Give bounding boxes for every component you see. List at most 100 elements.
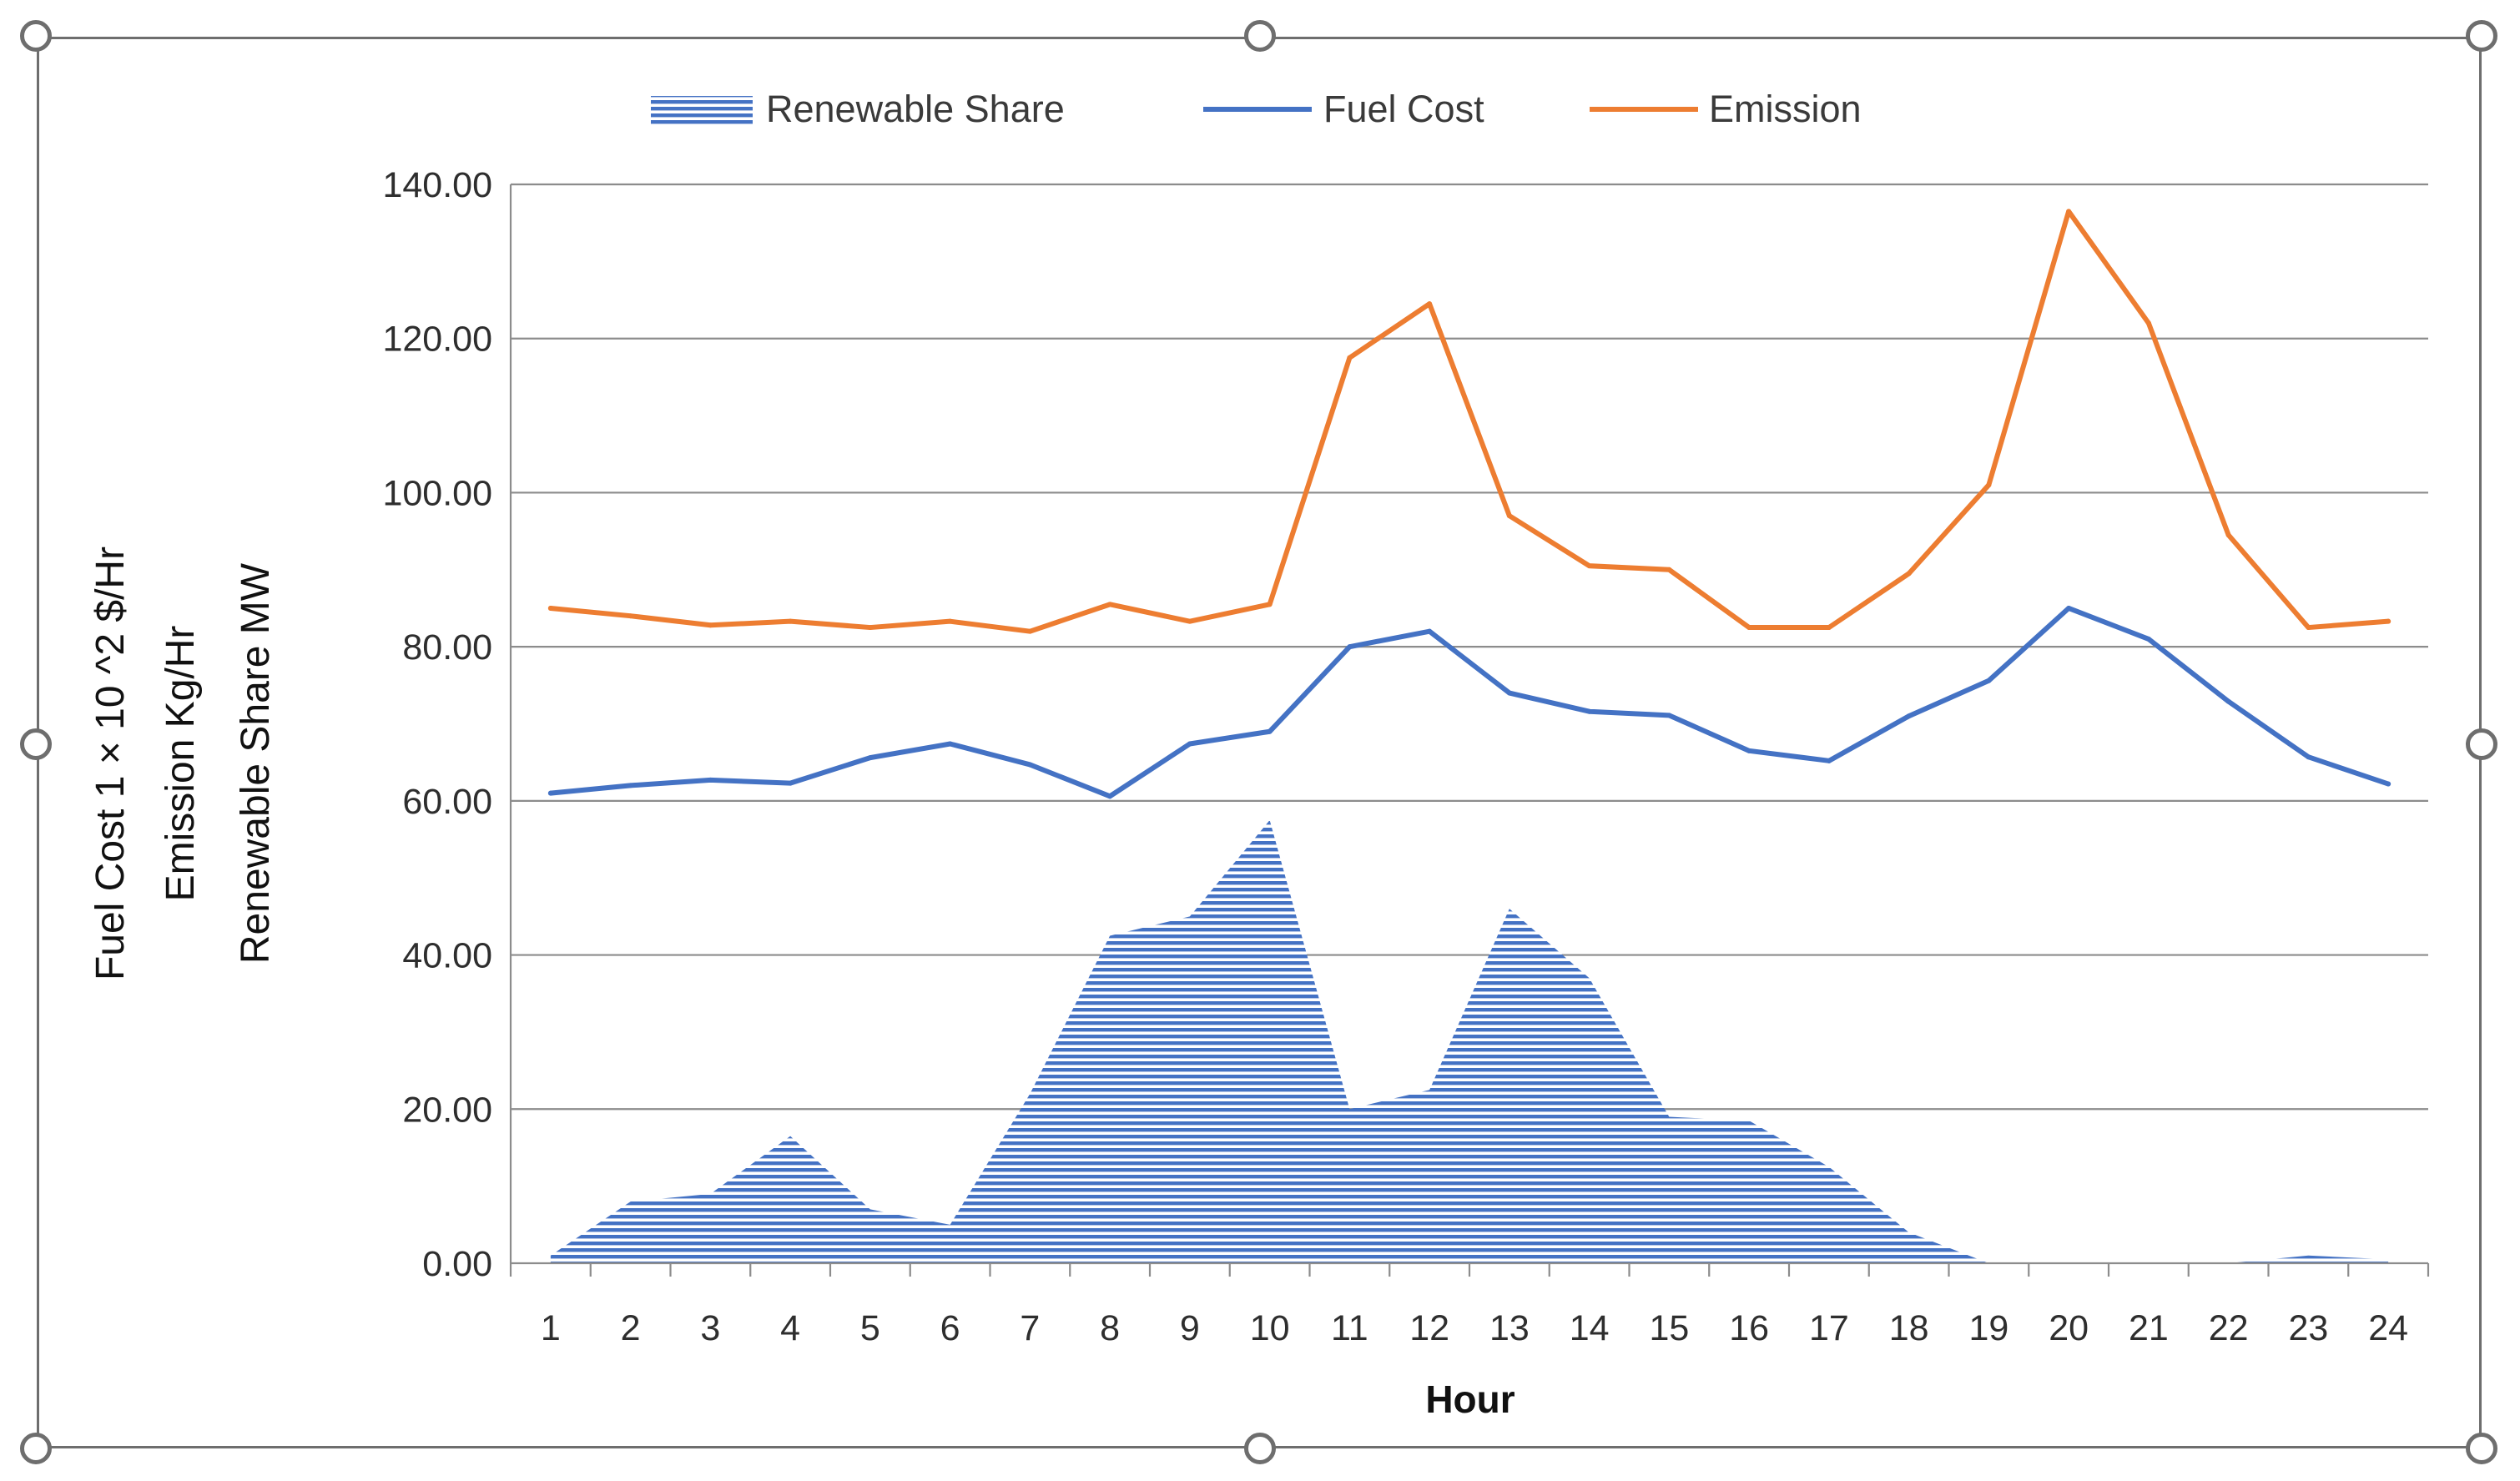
y-tick-label: 120.00: [382, 320, 492, 360]
y-axis-title-line-1: Fuel Cost 1 × 10 ^2 $/Hr: [88, 547, 133, 980]
x-tick-label-15: 15: [1649, 1308, 1689, 1348]
point-fuel-cost-20: [2066, 605, 2072, 611]
resize-handle-middle-left[interactable]: [20, 728, 52, 760]
point-emission-3: [708, 622, 713, 628]
resize-handle-bottom-right[interactable]: [2466, 1433, 2497, 1464]
point-emission-8: [1107, 602, 1113, 607]
point-emission-2: [627, 613, 633, 619]
x-tick-label-6: 6: [940, 1308, 960, 1348]
y-axis-title-line-3: Renewable Share MW: [234, 562, 278, 964]
y-tick-label: 80.00: [402, 627, 492, 667]
resize-handle-top-center[interactable]: [1244, 20, 1276, 52]
x-tick-label-9: 9: [1180, 1308, 1200, 1348]
gridlines: [511, 183, 2428, 1111]
x-tick-label-22: 22: [2209, 1308, 2249, 1348]
x-tick-label-14: 14: [1570, 1308, 1610, 1348]
x-tick-label-2: 2: [621, 1308, 641, 1348]
x-axis-title: Hour: [1425, 1378, 1515, 1421]
point-emission-17: [1826, 625, 1832, 631]
line-series-fuel-cost: [547, 605, 2391, 799]
point-fuel-cost-1: [547, 790, 553, 796]
point-fuel-cost-12: [1427, 628, 1433, 634]
point-emission-11: [1347, 355, 1353, 360]
legend-label-renewable-share: Renewable Share: [766, 88, 1065, 130]
point-fuel-cost-5: [867, 755, 873, 761]
point-emission-7: [1027, 628, 1033, 634]
resize-handle-bottom-left[interactable]: [20, 1433, 52, 1464]
resize-handle-middle-right[interactable]: [2466, 728, 2497, 760]
point-fuel-cost-17: [1826, 758, 1832, 763]
y-axis-title: Fuel Cost 1 × 10 ^2 $/Hr Emission Kg/Hr …: [88, 547, 278, 980]
y-axis-title-line-2: Emission Kg/Hr: [159, 626, 203, 902]
point-emission-23: [2306, 625, 2311, 631]
point-emission-14: [1586, 563, 1592, 569]
point-fuel-cost-22: [2225, 698, 2231, 704]
point-emission-19: [1986, 482, 1992, 488]
point-fuel-cost-24: [2386, 781, 2391, 787]
x-tick-label-23: 23: [2288, 1308, 2328, 1348]
x-tick-label-13: 13: [1489, 1308, 1530, 1348]
x-tick-label-4: 4: [780, 1308, 800, 1348]
y-tick-labels: 0.00 20.00 40.00 60.00 80.00 100.00 120.00 140.…: [382, 165, 492, 1284]
legend-swatch-renewable-share: [651, 96, 753, 126]
line-series-emission: [547, 209, 2391, 634]
x-tick-label-17: 17: [1809, 1308, 1849, 1348]
point-emission-6: [947, 618, 953, 624]
x-tick-label-1: 1: [541, 1308, 561, 1348]
point-emission-15: [1666, 567, 1672, 572]
y-tick-label: 140.00: [382, 165, 492, 205]
point-fuel-cost-16: [1746, 748, 1752, 753]
point-fuel-cost-4: [788, 780, 794, 786]
area-series-renewable-share: [550, 819, 2389, 1263]
axes: [509, 184, 2430, 1277]
point-fuel-cost-7: [1027, 762, 1033, 768]
x-tick-label-16: 16: [1729, 1308, 1769, 1348]
point-fuel-cost-10: [1267, 728, 1273, 734]
point-emission-5: [867, 625, 873, 631]
x-tick-label-5: 5: [860, 1308, 880, 1348]
x-tick-label-7: 7: [1020, 1308, 1040, 1348]
point-fuel-cost-11: [1347, 644, 1353, 650]
point-fuel-cost-14: [1586, 708, 1592, 714]
point-fuel-cost-19: [1986, 678, 1992, 683]
x-tick-label-18: 18: [1889, 1308, 1929, 1348]
point-emission-20: [2066, 209, 2072, 214]
point-emission-18: [1906, 571, 1912, 577]
point-emission-16: [1746, 625, 1752, 631]
y-tick-label: 0.00: [422, 1244, 492, 1284]
resize-handle-bottom-center[interactable]: [1244, 1433, 1276, 1464]
point-emission-13: [1506, 513, 1512, 519]
resize-handle-top-left[interactable]: [20, 20, 52, 52]
point-emission-4: [788, 618, 794, 624]
x-tick-label-10: 10: [1250, 1308, 1290, 1348]
point-emission-1: [547, 605, 553, 611]
line-series-layer: [547, 209, 2391, 799]
x-tick-label-20: 20: [2049, 1308, 2089, 1348]
point-fuel-cost-18: [1906, 713, 1912, 719]
resize-handle-top-right[interactable]: [2466, 20, 2497, 52]
point-emission-10: [1267, 602, 1273, 607]
point-fuel-cost-9: [1187, 741, 1192, 747]
x-tick-label-3: 3: [700, 1308, 720, 1348]
point-emission-22: [2225, 532, 2231, 538]
x-tick-label-24: 24: [2368, 1308, 2408, 1348]
y-tick-label: 100.00: [382, 473, 492, 513]
renewable-share-area-layer: [550, 819, 2389, 1263]
x-tick-labels: 1 2 3 4 5 6 7 8 9 10 11 12 13 14 15 16 17 18 19 20 21 22 23 24: [541, 1308, 2408, 1348]
point-fuel-cost-2: [627, 783, 633, 788]
y-tick-label: 60.00: [402, 782, 492, 822]
point-fuel-cost-8: [1107, 793, 1113, 799]
point-emission-9: [1187, 618, 1192, 624]
y-tick-label: 40.00: [402, 936, 492, 976]
legend-label-fuel-cost: Fuel Cost: [1323, 88, 1484, 130]
point-fuel-cost-21: [2145, 636, 2151, 642]
point-fuel-cost-23: [2306, 754, 2311, 760]
legend: Renewable Share Fuel Cost Emission: [651, 88, 1862, 130]
point-fuel-cost-15: [1666, 713, 1672, 718]
point-fuel-cost-6: [947, 741, 953, 747]
point-emission-24: [2386, 618, 2391, 624]
x-tick-label-12: 12: [1409, 1308, 1449, 1348]
x-tick-label-19: 19: [1968, 1308, 2008, 1348]
point-fuel-cost-13: [1506, 690, 1512, 696]
